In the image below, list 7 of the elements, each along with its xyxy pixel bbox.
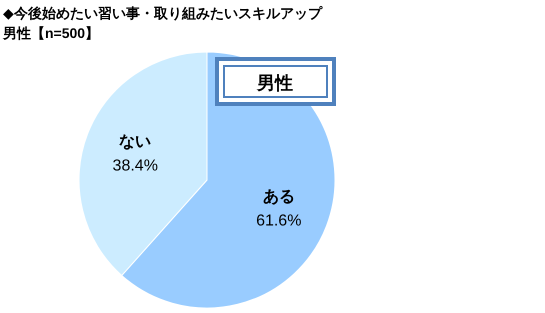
data-label: 61.6%: [256, 212, 302, 230]
chart-subtitle: 男性【n=500】: [2, 25, 100, 41]
slice-label: ある: [262, 188, 295, 206]
text: 男性: [256, 73, 293, 93]
chart-title: ◆今後始めたい習い事・取り組みたいスキルアップ: [3, 5, 323, 21]
data-label: 38.4%: [112, 158, 158, 175]
slice-label: ない: [119, 134, 152, 151]
